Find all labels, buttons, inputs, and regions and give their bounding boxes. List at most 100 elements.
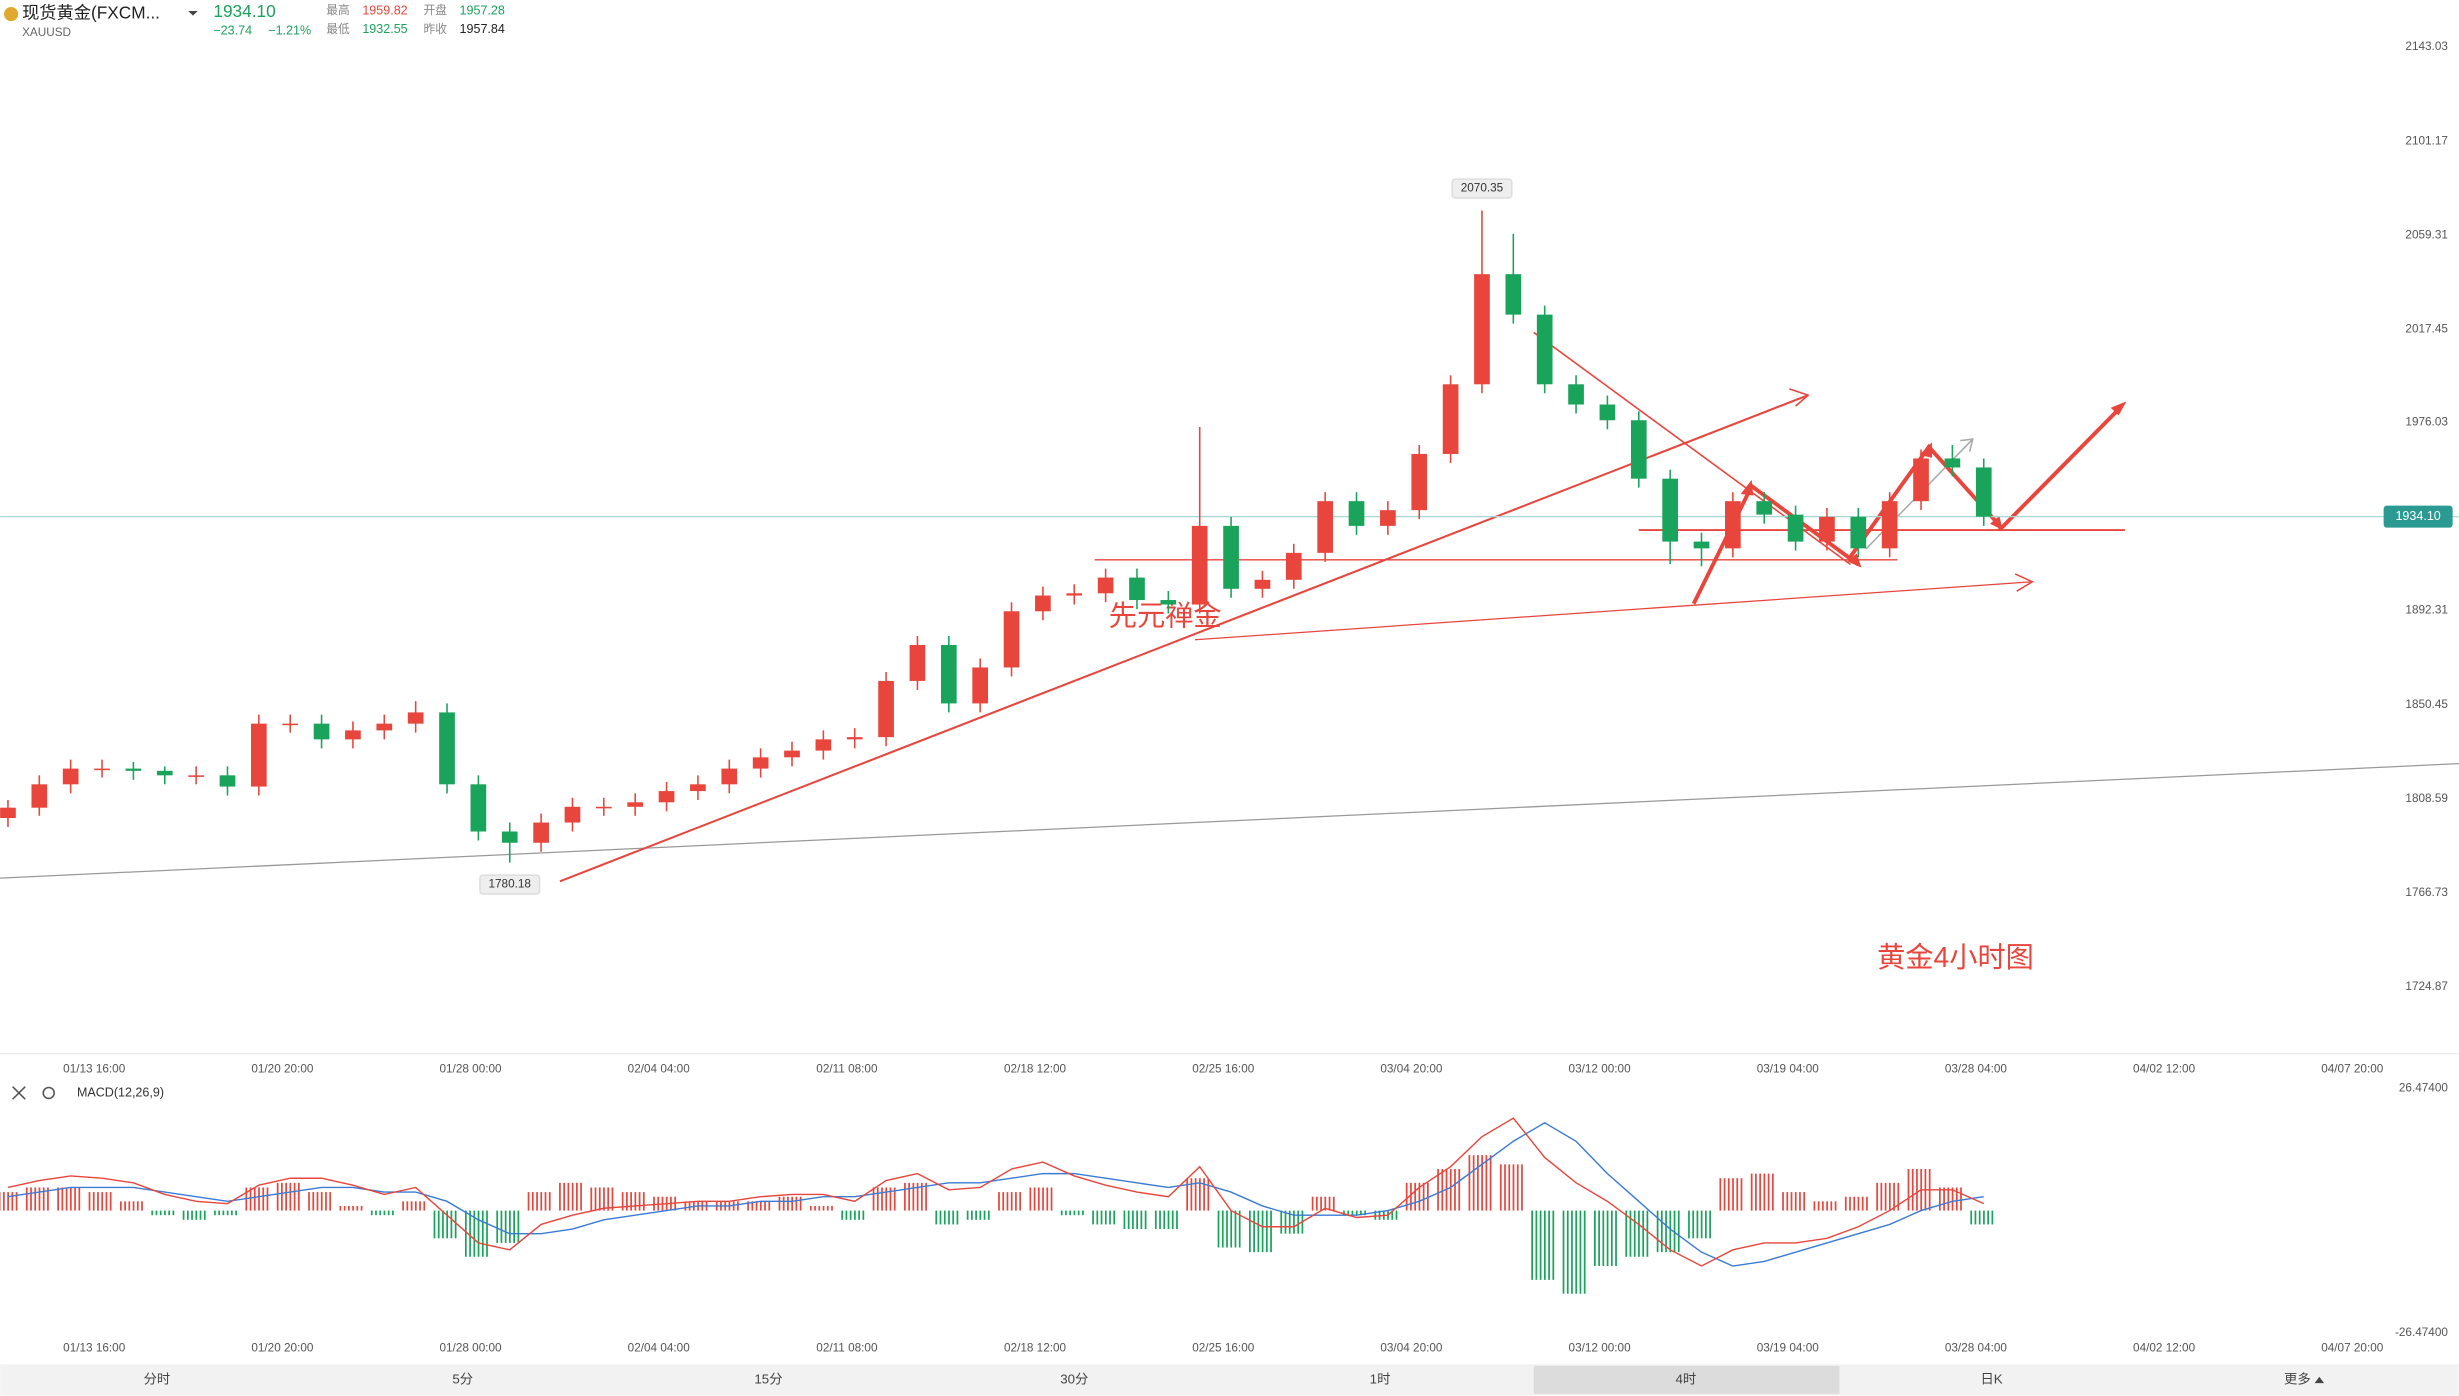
logo xyxy=(4,7,19,22)
candle-body xyxy=(94,768,110,771)
x-tick-label: 01/13 16:00 xyxy=(63,1063,126,1076)
candle-body xyxy=(156,770,173,776)
tab[interactable]: 15分 xyxy=(754,1371,782,1386)
change-pct: −1.21% xyxy=(268,24,311,38)
y-tick-label: 1724.87 xyxy=(2405,980,2447,993)
price-badge-label: 1934.10 xyxy=(2395,509,2440,523)
y-tick-label: 2017.45 xyxy=(2405,322,2448,335)
y-tick-label: 1976.03 xyxy=(2405,416,2448,429)
tab[interactable]: 4时 xyxy=(1675,1371,1696,1386)
y-tick-label: 1808.59 xyxy=(2405,792,2447,805)
arrowhead xyxy=(2014,573,2035,592)
y-tick-label: 26.47400 xyxy=(2399,1081,2448,1094)
y-tick-label: 2059.31 xyxy=(2405,228,2447,241)
candle-body xyxy=(313,723,330,740)
candle-body xyxy=(1756,501,1773,515)
tab-bar xyxy=(0,1364,2459,1396)
tab[interactable]: 1时 xyxy=(1370,1371,1391,1386)
candle-body xyxy=(251,723,267,787)
note: 先元禅金 xyxy=(1109,599,1222,631)
x-tick-label: 03/19 04:00 xyxy=(1757,1063,1820,1076)
candle-body xyxy=(1097,577,1114,594)
candle-body xyxy=(1317,501,1333,553)
candle-body xyxy=(282,723,299,726)
extreme-callout xyxy=(1451,178,1513,199)
tab[interactable]: 更多 xyxy=(2284,1370,2311,1386)
arrowheads xyxy=(1740,401,2127,568)
close-icon[interactable] xyxy=(12,1086,26,1100)
y-tick-label: -26.47400 xyxy=(2395,1326,2448,1339)
x-tick-label: 02/11 08:00 xyxy=(816,1063,878,1076)
candle-body xyxy=(376,723,393,731)
x-tick-label: 02/25 16:00 xyxy=(1192,1063,1255,1076)
candle-body xyxy=(470,784,487,832)
indicator-label: MACD(12,26,9) xyxy=(77,1085,164,1099)
stat: 1957.28 xyxy=(460,3,505,17)
x-tick-label: 04/02 12:00 xyxy=(2133,1063,2196,1076)
extreme-label: 1780.18 xyxy=(489,878,532,891)
candle-body xyxy=(595,806,612,809)
extreme-callout xyxy=(479,874,541,895)
candle-body xyxy=(1035,595,1051,612)
candle-body xyxy=(627,802,644,807)
price: 1934.10 xyxy=(213,1,275,21)
candle-body xyxy=(1066,593,1083,596)
stat-label: 最高 xyxy=(326,3,350,17)
x-tick-label: 02/18 12:00 xyxy=(1004,1342,1067,1355)
candle-body xyxy=(1003,611,1020,668)
stat-label: 最低 xyxy=(326,23,350,36)
stat-label: 开盘 xyxy=(423,3,447,17)
tab[interactable]: 分时 xyxy=(144,1371,171,1386)
tab[interactable]: 5分 xyxy=(452,1371,473,1386)
x-tick-label: 01/20 20:00 xyxy=(251,1063,314,1076)
candle-body xyxy=(1819,516,1835,542)
tab[interactable]: 30分 xyxy=(1060,1371,1088,1386)
x-tick-label: 01/13 16:00 xyxy=(63,1342,126,1355)
candle-body xyxy=(1662,478,1678,542)
candle-body xyxy=(62,768,79,785)
macd-dif-line xyxy=(7,1117,1985,1267)
candle-body xyxy=(1129,577,1145,601)
x-tick-label: 04/07 20:00 xyxy=(2321,1342,2384,1355)
candle-body xyxy=(878,680,894,738)
candle-body xyxy=(909,644,926,681)
x-tick-label: 03/04 20:00 xyxy=(1380,1063,1443,1076)
candle-body xyxy=(972,667,989,704)
x-tick-label: 01/28 00:00 xyxy=(440,1342,503,1355)
tab[interactable]: 日K xyxy=(1980,1371,2002,1386)
y-tick-label: 2143.03 xyxy=(2405,40,2448,53)
stat: 1959.82 xyxy=(362,3,407,17)
arrowhead xyxy=(1789,388,1810,407)
x-tick-label: 03/04 20:00 xyxy=(1380,1342,1443,1355)
candle-body xyxy=(1693,541,1710,549)
settings-icon[interactable] xyxy=(42,1086,55,1100)
x-tick-label: 01/28 00:00 xyxy=(440,1063,503,1076)
candle-body xyxy=(658,791,675,803)
candle-body xyxy=(690,784,706,792)
macd-dea-line xyxy=(7,1121,1984,1267)
candle-body xyxy=(1536,314,1553,385)
stat-label: 昨收 xyxy=(423,22,447,36)
x-tick-label: 02/18 12:00 xyxy=(1004,1063,1067,1076)
x-tick-label: 02/25 16:00 xyxy=(1192,1342,1255,1355)
x-tick-label: 03/19 04:00 xyxy=(1757,1342,1820,1355)
candle-body xyxy=(1944,458,1961,468)
title[interactable]: 现货黄金(FXCM... xyxy=(22,3,160,23)
candle-body xyxy=(1191,525,1208,605)
candle-body xyxy=(1348,501,1365,526)
candle-body xyxy=(0,807,16,819)
candle-body xyxy=(940,644,957,704)
x-tick-label: 04/07 20:00 xyxy=(2321,1063,2384,1076)
candle-body xyxy=(1442,384,1459,454)
trend-line xyxy=(0,763,2459,879)
dropdown-icon[interactable] xyxy=(188,10,198,16)
y-tick-label: 1892.31 xyxy=(2405,604,2447,617)
candle-body xyxy=(345,730,361,740)
x-tick-label: 04/02 12:00 xyxy=(2133,1342,2196,1355)
y-tick-label: 1850.45 xyxy=(2405,698,2448,711)
candle-body xyxy=(31,784,48,808)
candle-body xyxy=(846,737,863,740)
caption: 黄金4小时图 xyxy=(1877,941,2034,973)
x-tick-label: 02/04 04:00 xyxy=(628,1063,691,1076)
